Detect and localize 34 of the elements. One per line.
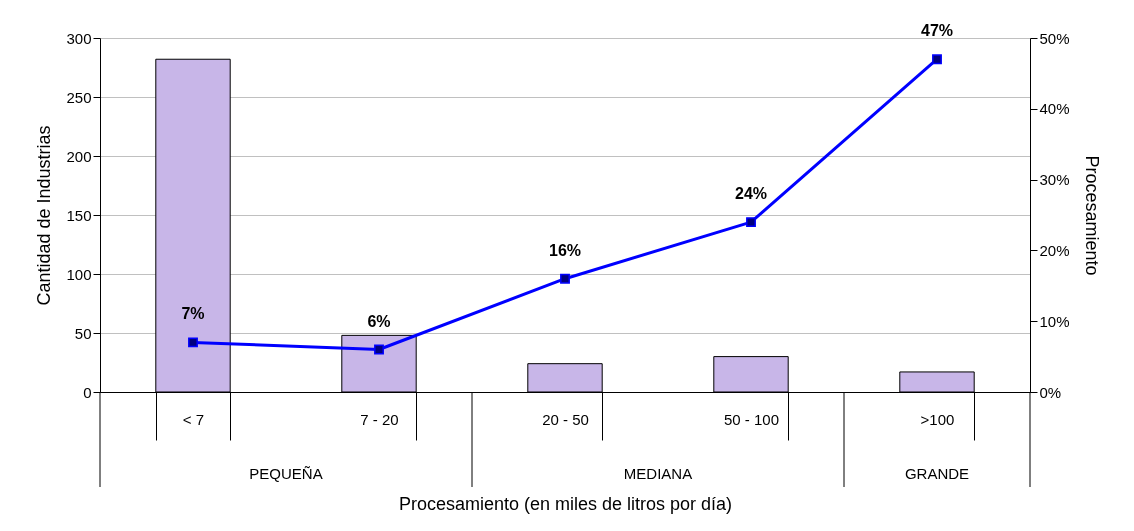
y2-tick-label: 50% <box>1039 29 1070 47</box>
x-tick-label: 50 - 100 <box>723 410 780 428</box>
y-axis-title: Cantidad de Industrias <box>34 125 55 306</box>
data-label: 24% <box>734 185 768 203</box>
y-tick-label: 0 <box>83 383 92 401</box>
point <box>746 217 756 228</box>
data-label: 47% <box>920 22 954 40</box>
y2-tick-label: 20% <box>1039 241 1070 259</box>
y-tick-label: 100 <box>66 265 92 283</box>
y-tick-label: 200 <box>66 147 92 165</box>
y2-tick-label: 30% <box>1039 171 1070 189</box>
text: GRANDE <box>904 465 970 482</box>
x-tick-label: >100 <box>920 410 955 428</box>
point <box>188 337 198 348</box>
y2-axis-title: Procesamiento <box>1081 155 1102 276</box>
text: PEQUEÑA <box>249 465 323 482</box>
x-axis-title: Procesamiento (en miles de litros por día) <box>398 494 733 514</box>
text: MEDIANA <box>623 465 693 482</box>
point <box>560 273 570 284</box>
y-tick-label: 50 <box>74 324 92 342</box>
y2-tick-label: 10% <box>1039 312 1070 330</box>
x-tick-label: < 7 <box>182 410 205 428</box>
point <box>374 344 384 355</box>
y2-tick-label: 0% <box>1039 383 1062 401</box>
y2-tick-label: 40% <box>1039 100 1070 118</box>
data-label: 16% <box>548 241 582 259</box>
y-tick-label: 300 <box>66 29 92 47</box>
data-label: 7% <box>181 305 205 323</box>
y-tick-label: 150 <box>66 206 92 224</box>
x-tick-label: 7 - 20 <box>360 410 399 428</box>
data-label: 6% <box>367 312 391 330</box>
x-tick-label: 20 - 50 <box>542 410 589 428</box>
y-tick-label: 250 <box>66 88 92 106</box>
point <box>932 54 942 65</box>
